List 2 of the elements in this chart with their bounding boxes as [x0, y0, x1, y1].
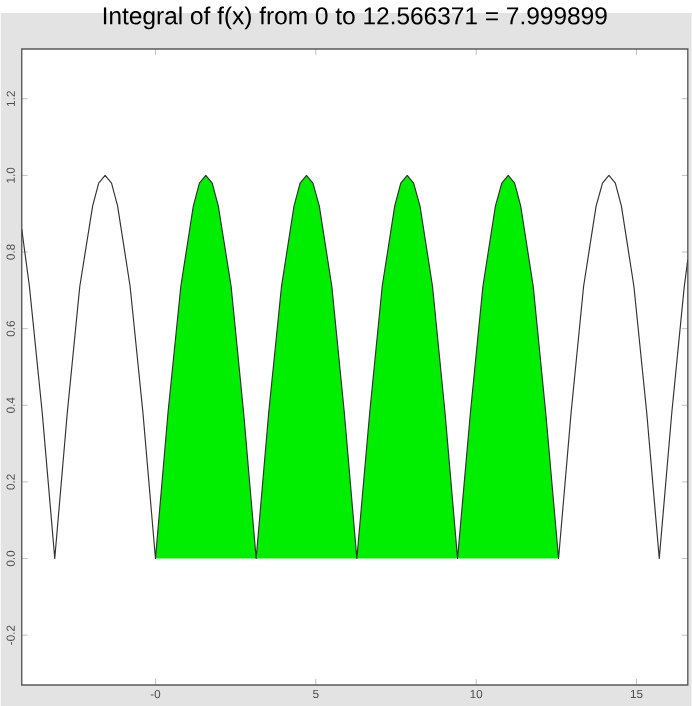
chart-title: Integral of f(x) from 0 to 12.566371 = 7.999899 — [104, 6, 607, 30]
line-series — [21, 174, 688, 560]
